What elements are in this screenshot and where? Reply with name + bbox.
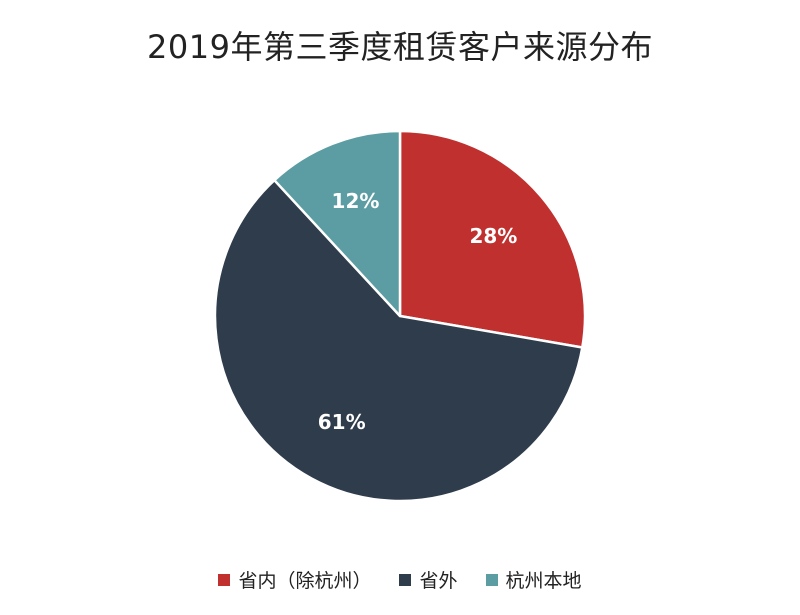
data-label-out-of-province: 61% (318, 410, 366, 434)
chart-title: 2019年第三季度租赁客户来源分布 (147, 28, 653, 66)
legend-swatch (485, 573, 498, 586)
chart-legend: 省内（除杭州） 省外 杭州本地 (0, 566, 800, 593)
legend-swatch (218, 573, 231, 586)
pie-slice-hangzhou-local (273, 129, 402, 318)
legend-swatch (399, 573, 412, 586)
legend-item-hangzhou-local: 杭州本地 (485, 566, 582, 593)
legend-label: 杭州本地 (505, 570, 582, 592)
pie-slice-in-province (398, 129, 587, 349)
legend-label: 省内（除杭州） (238, 570, 372, 592)
legend-item-out-of-province: 省外 (399, 566, 458, 593)
pie-slice-out-of-province (213, 178, 584, 503)
legend-label: 省外 (419, 570, 458, 592)
data-label-hangzhou-local: 12% (332, 189, 380, 213)
data-label-in-province: 28% (469, 224, 517, 248)
legend-item-in-province: 省内（除杭州） (218, 566, 371, 593)
